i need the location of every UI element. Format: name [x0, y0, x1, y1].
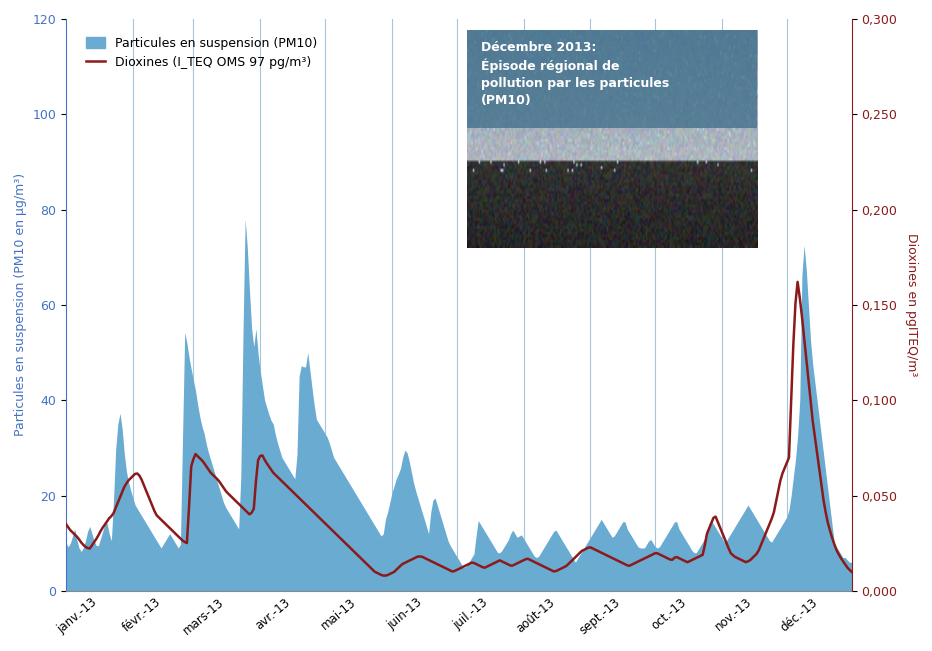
Legend: Particules en suspension (PM10), Dioxines (I_TEQ OMS 97 pg/m³): Particules en suspension (PM10), Dioxine…	[80, 31, 323, 76]
Y-axis label: Particules en suspension (PM10 en µg/m³): Particules en suspension (PM10 en µg/m³)	[14, 173, 27, 436]
Y-axis label: Dioxines en pgITEQ/m³: Dioxines en pgITEQ/m³	[905, 233, 918, 376]
